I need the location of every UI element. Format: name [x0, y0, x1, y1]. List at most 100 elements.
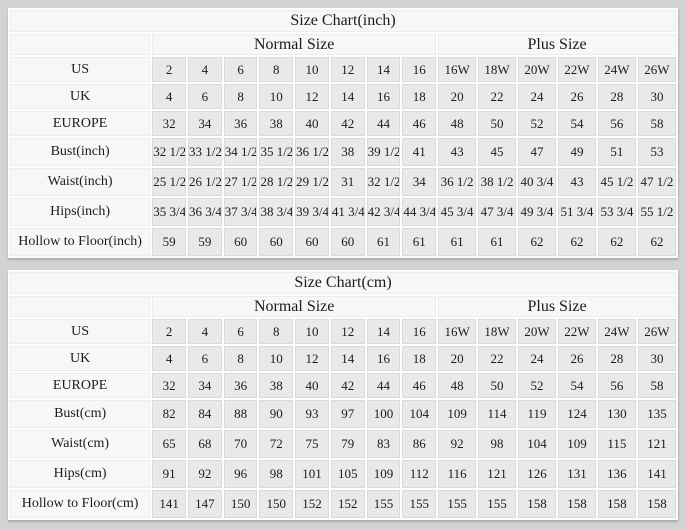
size-chart-inch-table: Size Chart(inch) Normal Size Plus Size U…	[8, 8, 678, 258]
size-cell: 4	[187, 57, 222, 82]
size-cell: 36	[223, 111, 258, 136]
size-cell: 59	[187, 228, 222, 256]
size-cell: 115	[597, 430, 636, 458]
table-row: Waist(inch) 25 1/2 26 1/2 27 1/2 28 1/2 29 1/…	[10, 168, 676, 196]
size-cell: 93	[295, 400, 329, 428]
size-cell: 26	[557, 346, 596, 371]
size-cell: 36 1/2	[438, 168, 477, 196]
size-cell: 22W	[557, 319, 596, 344]
size-cell: 10	[259, 84, 294, 109]
size-cell: 152	[330, 490, 365, 518]
size-cell: 18W	[478, 319, 517, 344]
size-cell: 28	[597, 84, 636, 109]
column-group-normal-size: Normal Size	[152, 296, 437, 317]
table-row: US 2 4 6 8 10 12 14 16 16W 18W 20W 22W 24W 26W	[10, 319, 676, 344]
size-cell: 101	[295, 460, 329, 488]
size-cell: 2	[152, 57, 186, 82]
row-label: UK	[10, 84, 151, 109]
size-cell: 158	[597, 490, 636, 518]
size-cell: 91	[152, 460, 186, 488]
size-cell: 8	[259, 57, 294, 82]
table-row: EUROPE 32 34 36 38 40 42 44 46 48 50 52 54 56 58	[10, 111, 676, 136]
size-cell: 86	[402, 430, 437, 458]
size-cell: 155	[438, 490, 477, 518]
size-cell: 45	[478, 138, 517, 166]
corner-cell	[10, 34, 151, 55]
size-cell: 2	[152, 319, 186, 344]
size-cell: 104	[402, 400, 437, 428]
size-cell: 124	[557, 400, 596, 428]
column-group-row: Normal Size Plus Size	[10, 34, 676, 55]
size-cell: 22W	[557, 57, 596, 82]
size-cell: 24W	[597, 57, 636, 82]
table-row: UK 4 6 8 10 12 14 16 18 20 22 24 26 28 30	[10, 346, 676, 371]
size-cell: 24W	[597, 319, 636, 344]
size-cell: 58	[637, 111, 676, 136]
size-cell: 97	[330, 400, 365, 428]
size-cell: 30	[637, 346, 676, 371]
size-cell: 100	[366, 400, 401, 428]
table-title-row: Size Chart(inch)	[10, 10, 676, 32]
size-cell: 90	[259, 400, 294, 428]
size-chart-cm-body: US 2 4 6 8 10 12 14 16 16W 18W 20W 22W 24W 26W UK 4 6 8 10 1…	[10, 319, 676, 518]
size-cell: 62	[557, 228, 596, 256]
size-cell: 26 1/2	[187, 168, 222, 196]
size-cell: 47	[518, 138, 556, 166]
size-cell: 26W	[637, 319, 676, 344]
size-cell: 42	[330, 111, 365, 136]
size-cell: 61	[402, 228, 437, 256]
size-cell: 31	[330, 168, 365, 196]
size-cell: 20	[438, 346, 477, 371]
size-cell: 6	[223, 57, 258, 82]
size-chart-inch: Size Chart(inch) Normal Size Plus Size U…	[8, 8, 678, 258]
size-cell: 65	[152, 430, 186, 458]
size-cell: 10	[295, 57, 329, 82]
size-cell: 40 3/4	[518, 168, 556, 196]
size-cell: 52	[518, 373, 556, 398]
size-cell: 54	[557, 111, 596, 136]
size-cell: 83	[366, 430, 401, 458]
size-cell: 27 1/2	[223, 168, 258, 196]
table-row: US 2 4 6 8 10 12 14 16 16W 18W 20W 22W 24W 26W	[10, 57, 676, 82]
size-cell: 44 3/4	[402, 198, 437, 226]
size-cell: 61	[478, 228, 517, 256]
size-cell: 12	[330, 57, 365, 82]
size-cell: 20	[438, 84, 477, 109]
size-cell: 98	[259, 460, 294, 488]
size-cell: 49 3/4	[518, 198, 556, 226]
size-cell: 20W	[518, 57, 556, 82]
size-cell: 6	[187, 346, 222, 371]
size-cell: 16	[402, 319, 437, 344]
row-label: Hips(inch)	[10, 198, 151, 226]
size-cell: 24	[518, 346, 556, 371]
size-cell: 39 3/4	[295, 198, 329, 226]
size-cell: 47 1/2	[637, 168, 676, 196]
size-cell: 32	[152, 111, 186, 136]
size-chart-inch-body: US 2 4 6 8 10 12 14 16 16W 18W 20W 22W 24W 26W UK 4 6 8 10 1…	[10, 57, 676, 256]
size-cell: 38	[259, 373, 294, 398]
table-title: Size Chart(inch)	[10, 10, 676, 32]
size-cell: 51 3/4	[557, 198, 596, 226]
size-cell: 12	[330, 319, 365, 344]
size-cell: 43	[438, 138, 477, 166]
column-group-plus-size: Plus Size	[438, 34, 676, 55]
size-cell: 155	[478, 490, 517, 518]
table-row: Hollow to Floor(cm) 141 147 150 150 152 152 155…	[10, 490, 676, 518]
size-cell: 92	[438, 430, 477, 458]
size-cell: 105	[330, 460, 365, 488]
size-cell: 20W	[518, 319, 556, 344]
size-cell: 62	[597, 228, 636, 256]
size-cell: 6	[187, 84, 222, 109]
size-cell: 18	[402, 84, 437, 109]
size-cell: 14	[366, 319, 401, 344]
size-cell: 10	[295, 319, 329, 344]
column-group-plus-size: Plus Size	[438, 296, 676, 317]
size-cell: 60	[259, 228, 294, 256]
size-cell: 62	[637, 228, 676, 256]
size-cell: 38	[330, 138, 365, 166]
size-cell: 158	[637, 490, 676, 518]
size-cell: 38 3/4	[259, 198, 294, 226]
size-cell: 98	[478, 430, 517, 458]
size-cell: 6	[223, 319, 258, 344]
size-cell: 61	[438, 228, 477, 256]
